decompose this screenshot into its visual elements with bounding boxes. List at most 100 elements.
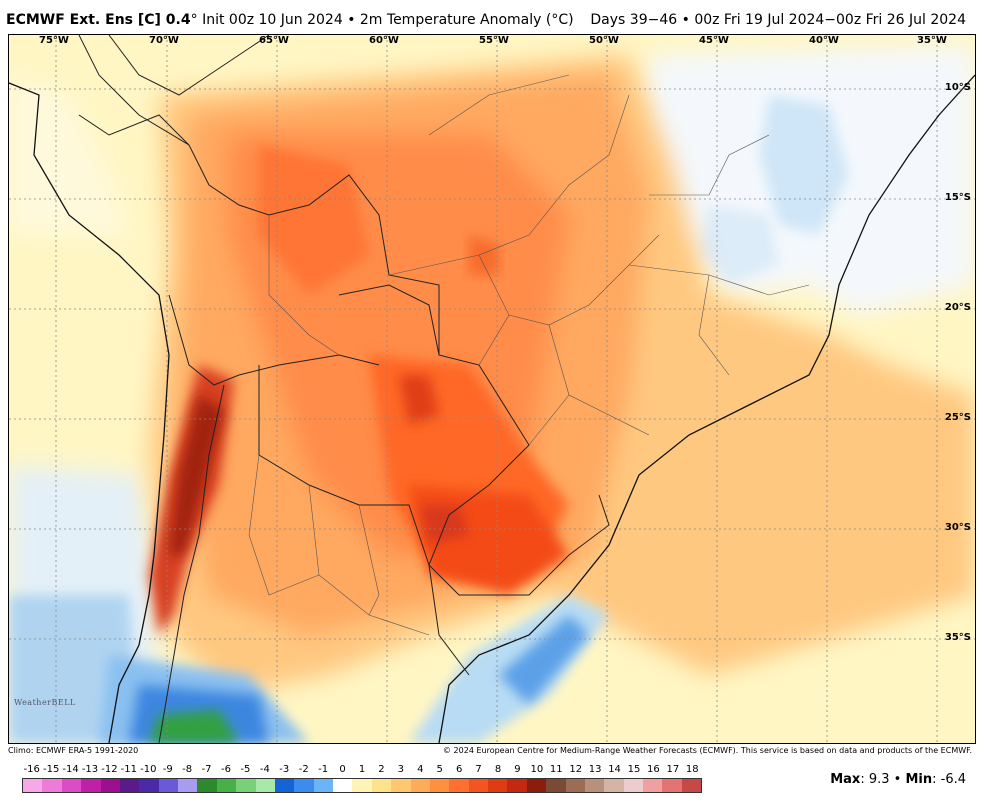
coastline — [9, 74, 975, 743]
colorbar-cell — [236, 779, 256, 792]
copyright-note: © 2024 European Centre for Medium-Range … — [443, 746, 972, 755]
anomaly-map: 75°W 70°W 65°W 60°W 55°W 50°W 45°W 40°W … — [8, 34, 976, 744]
colorbar-tick-label: -16 — [23, 764, 40, 775]
lon-label: 75°W — [39, 35, 69, 46]
colorbar-cell — [507, 779, 527, 792]
colorbar-tick-label: -1 — [318, 764, 329, 775]
andes-hot-core — [169, 395, 224, 555]
atlantic-blue — [499, 615, 589, 705]
colorbar-cell — [604, 779, 624, 792]
colorbar-cell — [681, 779, 702, 792]
colorbar-tick-label: -14 — [62, 764, 79, 775]
colorbar-tick-label: 0 — [339, 764, 346, 775]
lon-label: 40°W — [809, 35, 839, 46]
colorbar-cell — [255, 779, 275, 792]
colorbar-cell — [429, 779, 450, 792]
colorbar-tick-label: -3 — [279, 764, 290, 775]
colorbar-tick-label: -5 — [240, 764, 251, 775]
colorbar-cell — [274, 779, 295, 792]
colorbar-cell — [526, 779, 547, 792]
colorbar-labels: -16 -15 -14 -13 -12 -11 -10 -9 -8 -7 -6 -5 -4 -3 -2 -1 0… — [22, 764, 702, 778]
colorbar-cell — [333, 779, 353, 792]
colorbar — [22, 778, 702, 793]
lon-label: 65°W — [259, 35, 289, 46]
cool-patch-ne2 — [699, 205, 779, 285]
patagonia-green — [149, 710, 239, 743]
colorbar-cell — [449, 779, 469, 792]
colorbar-tick-label: -11 — [120, 764, 138, 775]
colorbar-tick-label: -9 — [162, 764, 173, 775]
warm-core-bolivia — [259, 145, 369, 295]
model-name: ECMWF Ext. Ens [C] 0.4 — [6, 12, 191, 28]
header: ECMWF Ext. Ens [C] 0.4° Init 00z 10 Jun … — [0, 0, 984, 34]
lat-label: 30°S — [944, 522, 971, 533]
degree-symbol: ° — [190, 12, 198, 28]
lat-label: 35°S — [944, 632, 971, 643]
climo-note: Climo: ECMWF ERA-5 1991-2020 — [8, 746, 139, 755]
colorbar-tick-label: 11 — [549, 764, 563, 775]
footer: Climo: ECMWF ERA-5 1991-2020 © 2024 Euro… — [0, 744, 984, 808]
min-label: Min — [905, 772, 933, 787]
state-borders — [248, 74, 810, 636]
colorbar-cell — [565, 779, 585, 792]
colorbar-cell — [488, 779, 508, 792]
colorbar-tick-label: 8 — [494, 764, 502, 775]
colorbar-legend: -16 -15 -14 -13 -12 -11 -10 -9 -8 -7 -6 -5 -4 -3 -2 -1 0… — [22, 764, 702, 794]
colorbar-tick-label: -10 — [140, 764, 157, 775]
warm-spot-central — [469, 235, 499, 275]
max-value: : 9.3 • — [860, 772, 906, 787]
colorbar-tick-label: 15 — [627, 764, 641, 775]
colorbar-tick-label: 12 — [569, 764, 583, 775]
country-borders — [78, 35, 610, 743]
colorbar-cell — [23, 779, 43, 792]
colorbar-tick-label: 16 — [647, 764, 660, 775]
colorbar-tick-label: 6 — [455, 764, 463, 775]
colorbar-tick-label: -13 — [81, 764, 99, 775]
colorbar-cell — [643, 779, 663, 792]
colorbar-tick-label: -12 — [101, 764, 118, 775]
max-min-readout: Max: 9.3 • Min: -6.4 — [830, 772, 966, 787]
colorbar-cell — [119, 779, 140, 792]
hot-spot-south — [419, 505, 469, 545]
colorbar-cell — [468, 779, 488, 792]
colorbar-tick-label: 5 — [436, 764, 443, 775]
colorbar-cell — [81, 779, 101, 792]
colorbar-cell — [623, 779, 643, 792]
colorbar-cell — [139, 779, 159, 792]
colorbar-cell — [352, 779, 372, 792]
colorbar-tick-label: 18 — [685, 764, 699, 775]
colorbar-tick-label: 2 — [378, 764, 385, 775]
lat-label: 20°S — [944, 302, 971, 313]
colorbar-tick-label: -7 — [201, 764, 212, 775]
colorbar-cell — [100, 779, 120, 792]
weatherbell-logo: WeatherBELL — [14, 698, 76, 707]
colorbar-cell — [371, 779, 392, 792]
colorbar-tick-label: 10 — [530, 764, 544, 775]
lon-label: 50°W — [589, 35, 619, 46]
lat-label: 15°S — [944, 192, 971, 203]
title-left: ECMWF Ext. Ens [C] 0.4° Init 00z 10 Jun … — [6, 12, 574, 28]
colorbar-tick-label: 17 — [666, 764, 680, 775]
colorbar-tick-label: 14 — [608, 764, 621, 775]
colorbar-cell — [294, 779, 314, 792]
lon-label: 45°W — [699, 35, 729, 46]
colorbar-cell — [158, 779, 178, 792]
colorbar-tick-label: 7 — [475, 764, 482, 775]
colorbar-cell — [216, 779, 237, 792]
colorbar-tick-label: -4 — [259, 764, 270, 775]
init-text: Init 00z 10 Jun 2024 • 2m Temperature An… — [197, 12, 574, 28]
colorbar-cell — [61, 779, 82, 792]
colorbar-cell — [584, 779, 605, 792]
valid-period: Days 39−46 • 00z Fri 19 Jul 2024−00z Fri… — [590, 12, 966, 28]
hot-spot-paraguay — [399, 375, 439, 425]
colorbar-tick-label: 4 — [417, 764, 424, 775]
colorbar-tick-label: 3 — [397, 764, 405, 775]
pacific-pale-north — [9, 75, 129, 235]
graticule — [9, 35, 975, 743]
colorbar-cell — [662, 779, 682, 792]
min-value: : -6.4 — [932, 772, 966, 787]
lon-label: 70°W — [149, 35, 179, 46]
colorbar-cell — [178, 779, 198, 792]
colorbar-cell — [197, 779, 217, 792]
map-canvas — [9, 35, 975, 743]
